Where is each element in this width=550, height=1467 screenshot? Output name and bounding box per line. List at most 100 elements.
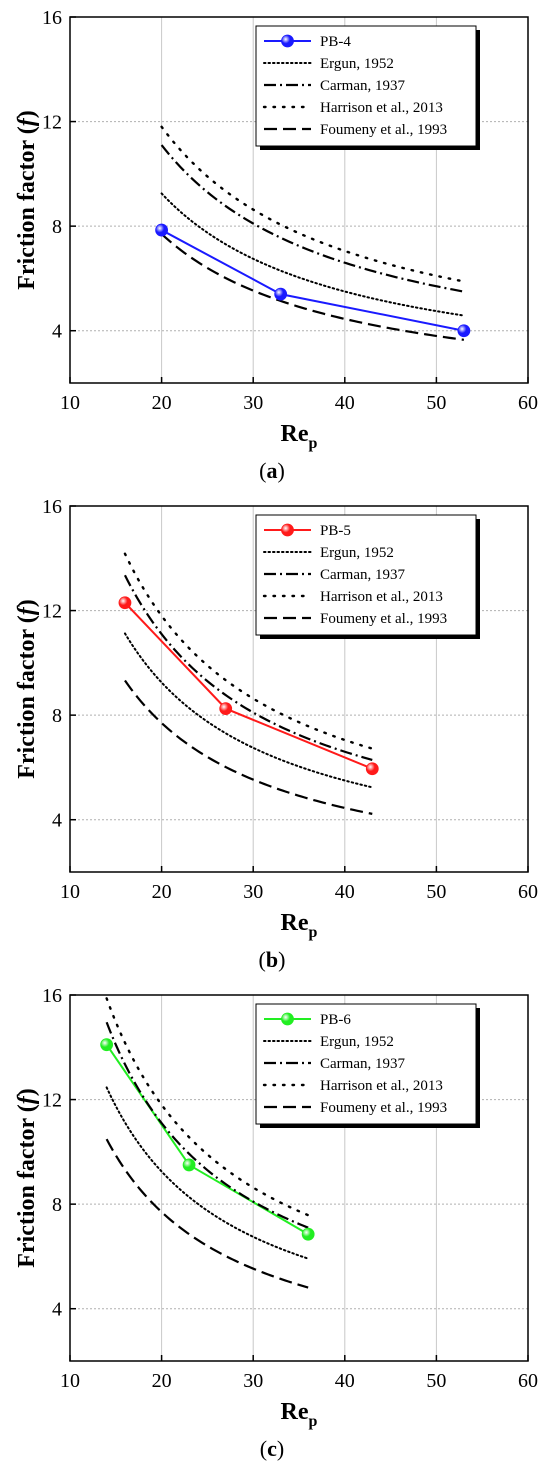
panel-label-close: ): [277, 1436, 284, 1461]
panel-label: (c): [260, 1436, 284, 1461]
x-tick-label: 20: [152, 881, 172, 903]
panel-label-letter: b: [266, 947, 278, 972]
series-curve: [124, 679, 373, 815]
y-tick-label: 16: [42, 7, 62, 29]
y-axis-title-end: ): [14, 110, 40, 118]
series-curve: [160, 144, 465, 293]
series-curve: [105, 1021, 309, 1229]
x-tick-label: 50: [426, 1370, 446, 1392]
y-tick-label: 12: [42, 1090, 62, 1112]
x-tick-label: 30: [243, 392, 263, 414]
legend-label: Foumeny et al., 1993: [320, 1100, 447, 1116]
legend-label: Carman, 1937: [320, 78, 405, 94]
y-axis-title: Friction factor (f): [14, 110, 40, 290]
y-axis-title: Friction factor (f): [14, 1088, 40, 1268]
legend-label: Carman, 1937: [320, 1056, 405, 1072]
x-tick-label: 50: [426, 392, 446, 414]
y-axis-title: Friction factor (f): [14, 599, 40, 779]
panel-label-close: ): [278, 947, 285, 972]
data-point: [100, 1038, 114, 1052]
y-axis-title-italic: f: [14, 116, 40, 126]
legend-label: Foumeny et al., 1993: [320, 611, 447, 627]
panel-label-open: (: [259, 947, 266, 972]
x-tick-label: 40: [335, 881, 355, 903]
panel-label-letter: a: [267, 458, 278, 483]
data-point: [118, 596, 132, 610]
y-axis-title-main: Friction factor (: [14, 615, 40, 779]
data-point: [457, 324, 471, 338]
legend-label: Harrison et al., 2013: [320, 100, 443, 116]
x-tick-label: 10: [60, 1370, 80, 1392]
x-tick-label: 20: [152, 1370, 172, 1392]
y-axis-title-italic: f: [14, 605, 40, 615]
x-axis-title-subscript: p: [309, 1413, 318, 1430]
axis-frame: [69, 994, 529, 1362]
series-curve: [105, 1086, 310, 1260]
legend-label: Carman, 1937: [320, 567, 405, 583]
panel-label-open: (: [259, 458, 266, 483]
panel-label-letter: c: [267, 1436, 277, 1461]
series-curve: [160, 125, 466, 283]
data-point: [365, 762, 379, 776]
legend-label: PB-5: [320, 523, 351, 539]
y-axis-title-end: ): [14, 1088, 40, 1096]
y-axis-title-main: Friction factor (: [14, 1104, 40, 1268]
y-tick-label: 12: [42, 601, 62, 623]
chart-panel-b: 10 20 30 40 50 60 4 8 12 16 Rep Friction factor (f)…: [14, 496, 538, 972]
data-point: [219, 702, 233, 716]
y-tick-label: 12: [42, 112, 62, 134]
legend-swatch-marker: [281, 1012, 294, 1026]
legend-label: PB-4: [320, 34, 351, 50]
y-axis-title-end: ): [14, 599, 40, 607]
y-tick-label: 16: [42, 985, 62, 1007]
y-tick-label: 8: [52, 216, 62, 238]
x-tick-label: 30: [243, 881, 263, 903]
x-axis-title-subscript: p: [309, 924, 318, 941]
legend-label: Ergun, 1952: [320, 56, 394, 72]
series-curve: [123, 632, 374, 789]
x-axis-title: Rep: [281, 1399, 318, 1430]
x-tick-label: 60: [518, 392, 538, 414]
legend-label: Harrison et al., 2013: [320, 1078, 443, 1094]
x-tick-label: 10: [60, 881, 80, 903]
legend-label: Harrison et al., 2013: [320, 589, 443, 605]
x-tick-label: 60: [518, 1370, 538, 1392]
x-tick-label: 40: [335, 1370, 355, 1392]
x-axis-title-main: Re: [281, 1399, 309, 1425]
x-axis-title-main: Re: [281, 910, 309, 936]
data-point: [301, 1227, 315, 1241]
series-curve: [105, 1138, 309, 1289]
chart-panel-c: 10 20 30 40 50 60 4 8 12 16 Rep Friction factor (f)…: [14, 985, 538, 1461]
data-point: [182, 1158, 196, 1172]
series-curve: [123, 574, 373, 762]
x-tick-label: 10: [60, 392, 80, 414]
axis-frame: [69, 505, 529, 873]
legend-label: Foumeny et al., 1993: [320, 122, 447, 138]
x-tick-label: 60: [518, 881, 538, 903]
y-tick-label: 8: [52, 705, 62, 727]
y-tick-label: 16: [42, 496, 62, 518]
x-axis-title-subscript: p: [309, 435, 318, 452]
legend-label: Ergun, 1952: [320, 545, 394, 561]
y-tick-label: 4: [52, 1299, 62, 1321]
x-tick-label: 30: [243, 1370, 263, 1392]
panel-label-open: (: [260, 1436, 267, 1461]
y-tick-label: 4: [52, 321, 62, 343]
x-axis-title-main: Re: [281, 421, 309, 447]
axis-frame: [69, 16, 529, 384]
x-axis-title: Rep: [281, 421, 318, 452]
series-curve: [160, 192, 465, 317]
x-tick-label: 20: [152, 392, 172, 414]
panel-label: (b): [259, 947, 286, 972]
x-tick-label: 40: [335, 392, 355, 414]
y-tick-label: 8: [52, 1194, 62, 1216]
data-point: [155, 223, 169, 237]
legend-label: PB-6: [320, 1012, 351, 1028]
legend-swatch-marker: [281, 523, 294, 537]
legend-label: Ergun, 1952: [320, 1034, 394, 1050]
x-tick-label: 50: [426, 881, 446, 903]
legend-swatch-marker: [281, 34, 294, 48]
data-point: [274, 287, 288, 301]
x-axis-title: Rep: [281, 910, 318, 941]
chart-panel-a: 10 20 30 40 50 60 4 8 12 16 Rep Friction factor (f)…: [14, 7, 538, 483]
